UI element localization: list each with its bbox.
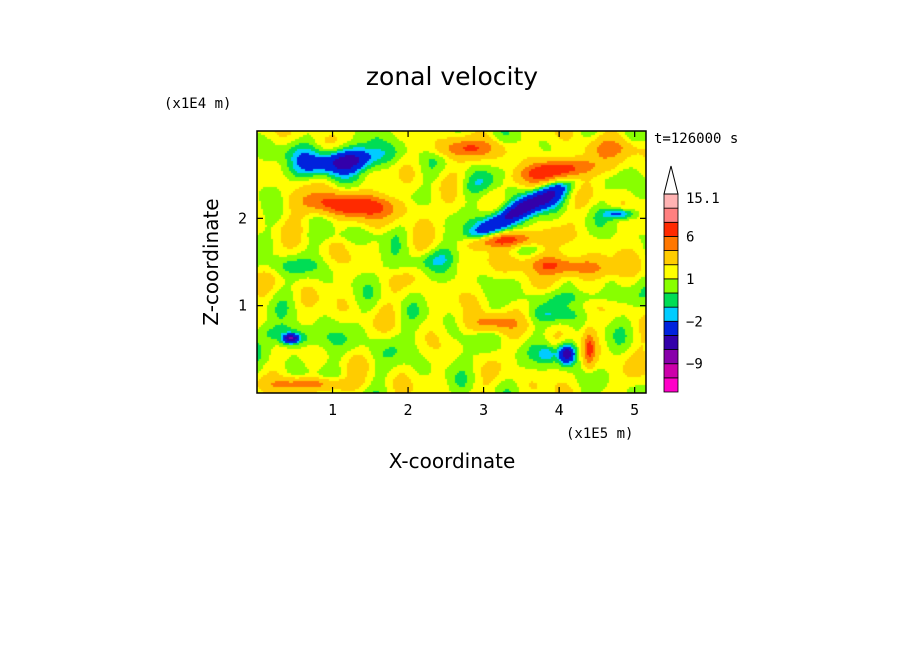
colorbar-extend-arrow: [663, 165, 679, 195]
colorbar-segment: [663, 236, 679, 251]
x-axis-label: X-coordinate: [389, 449, 516, 473]
colorbar-segment: [663, 349, 679, 365]
colorbar-segment: [663, 363, 679, 379]
time-label: t=126000 s: [654, 131, 738, 147]
colorbar: 15.1 6 1 −2 −9: [663, 165, 720, 393]
x-axis-ticks: 1 2 3 4 5: [328, 131, 639, 419]
colorbar-segment: [663, 320, 679, 336]
colorbar-segment: [663, 278, 679, 294]
chart-title: zonal velocity: [366, 62, 538, 91]
colorbar-tick-label: −2: [686, 314, 703, 330]
colorbar-segment: [663, 221, 679, 237]
colorbar-segment: [663, 250, 679, 266]
x-tick-label: 5: [630, 401, 639, 419]
x-tick-label: 2: [404, 401, 413, 419]
y-tick-label: 2: [238, 209, 247, 227]
y-tick-label: 1: [238, 297, 247, 315]
y-axis-label: Z-coordinate: [199, 198, 223, 325]
x-tick-label: 4: [555, 401, 564, 419]
x-tick-label: 3: [479, 401, 488, 419]
colorbar-tick-label: 6: [686, 229, 694, 245]
colorbar-segment: [663, 193, 679, 209]
y-axis-ticks: 12: [238, 209, 646, 315]
colorbar-segment: [663, 264, 679, 280]
colorbar-segment: [663, 207, 679, 223]
colorbar-segment: [663, 292, 679, 308]
colorbar-segment: [663, 377, 679, 393]
velocity-field: [257, 131, 646, 393]
x-unit-label: (x1E5 m): [566, 426, 633, 442]
colorbar-tick-label: −9: [686, 357, 703, 373]
colorbar-tick-label: 1: [686, 272, 694, 288]
colorbar-tick-label: 15.1: [686, 191, 720, 207]
x-tick-label: 1: [328, 401, 337, 419]
y-unit-label: (x1E4 m): [164, 96, 231, 112]
colorbar-segment: [663, 335, 679, 350]
colorbar-segment: [663, 306, 679, 322]
plot-frame: [256, 130, 647, 394]
